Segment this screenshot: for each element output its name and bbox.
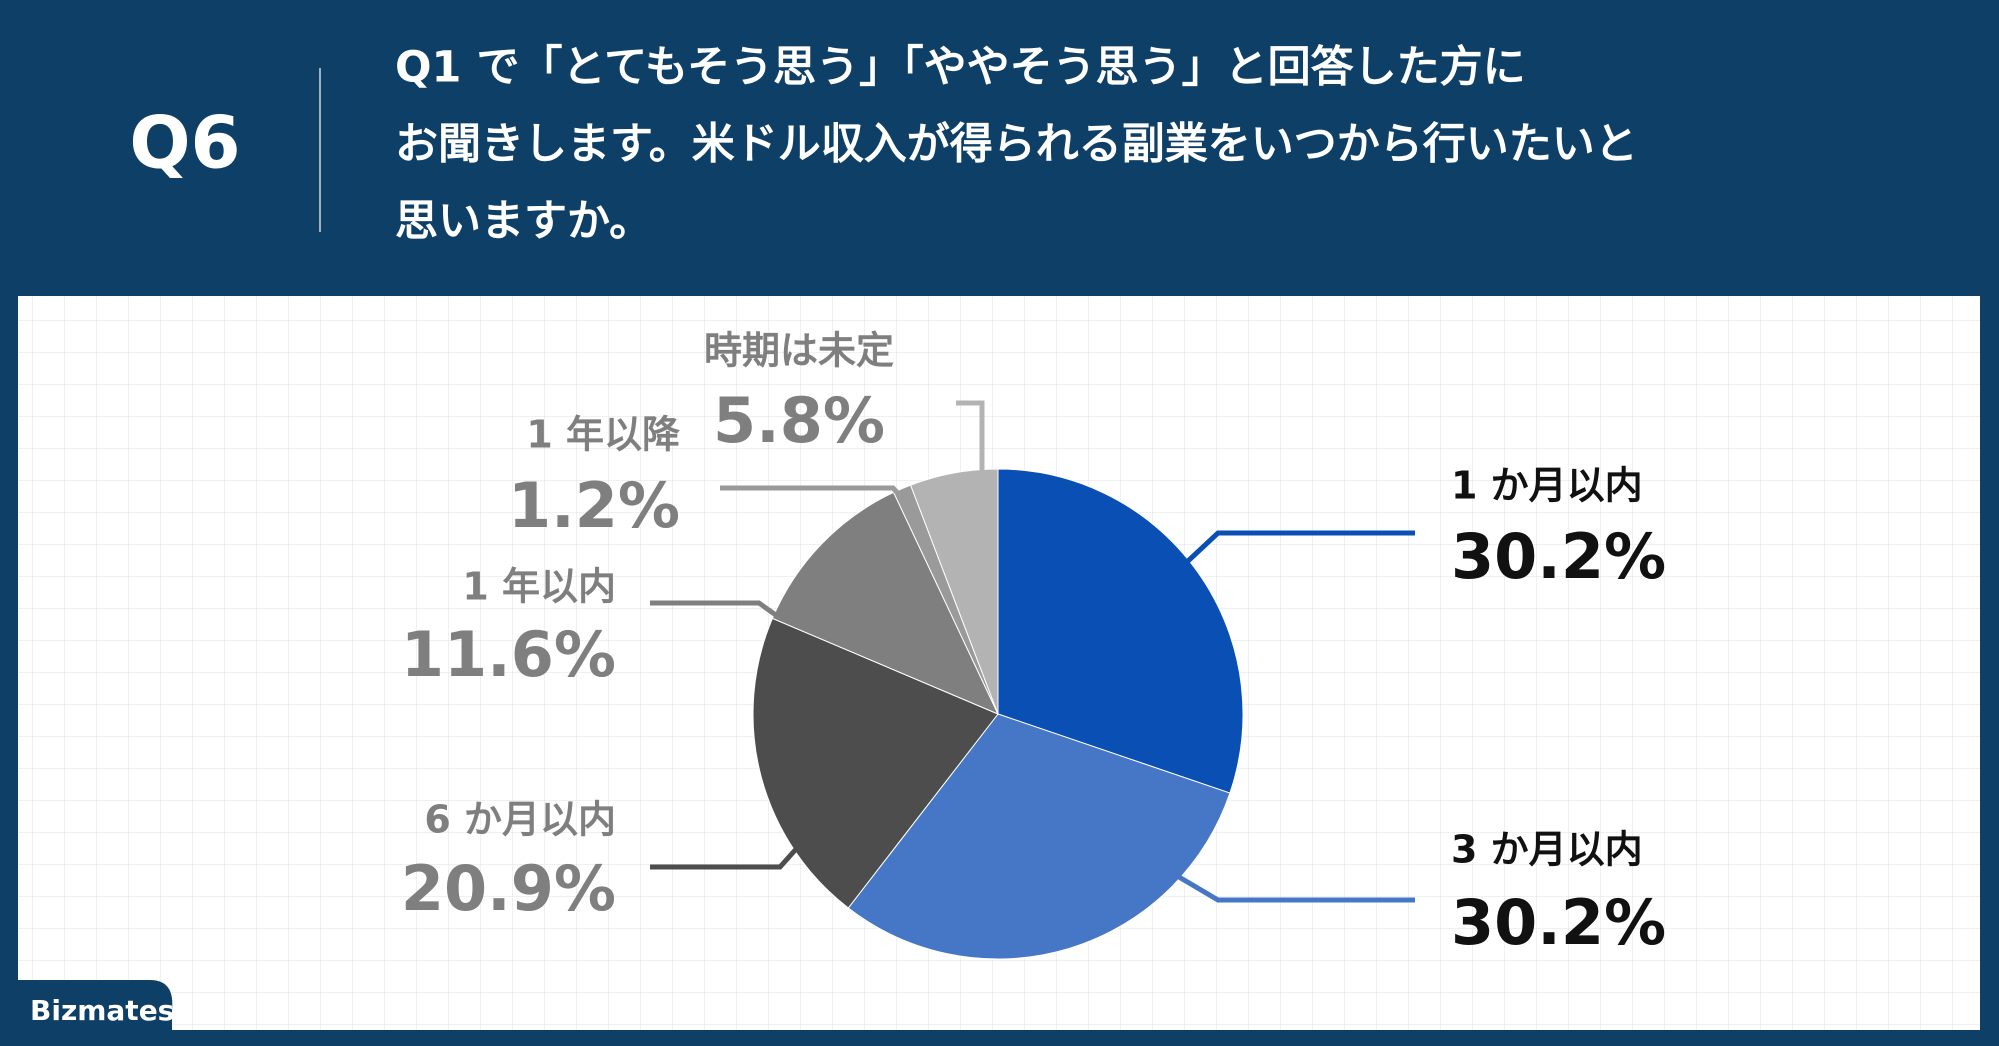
title: Q1 で「とてもそう思う」「ややそう思う」と回答した方にお聞きします。米ドル収入… [395,43,1638,247]
value-label: 11.6% [401,618,616,691]
category-label: 3 か月以内 [1451,828,1643,872]
leader-line [720,485,907,503]
category-label: 時期は未定 [704,329,894,373]
leader-line [956,400,985,472]
value-label: 20.9% [401,852,616,925]
slice [909,468,999,715]
category-label: 1 年以内 [462,565,616,609]
category-label: 1 年以降 [526,413,680,457]
brand-tab [18,980,173,1030]
slice [847,713,1231,960]
title-line: 思いますか。 [395,197,652,247]
slice [997,468,1244,794]
value-label: 30.2% [1451,886,1666,959]
brand: Bizmates [30,994,174,1027]
category-label: 1 か月以内 [1451,464,1643,508]
leader-line [650,600,782,621]
slice [752,617,999,909]
title-line: Q1 で「とてもそう思う」「ややそう思う」と回答した方に [395,43,1526,93]
leader-line [650,846,799,870]
value-label: 30.2% [1451,520,1666,593]
slice [771,491,1000,715]
question-number: Q6 [129,101,240,185]
title-line: お聞きします。米ドル収入が得られる副業をいつから行いたいと [395,120,1638,170]
leader-line [1177,874,1415,903]
pie: 1 か月以内 30.2% 3 か月以内 30.2% 6 か月以内 20.9% 1 年以内 11… [401,329,1666,960]
value-label: 5.8% [713,384,885,457]
value-label: 1.2% [508,469,680,542]
leader-line [1186,530,1415,563]
category-label: 6 か月以内 [424,798,616,842]
